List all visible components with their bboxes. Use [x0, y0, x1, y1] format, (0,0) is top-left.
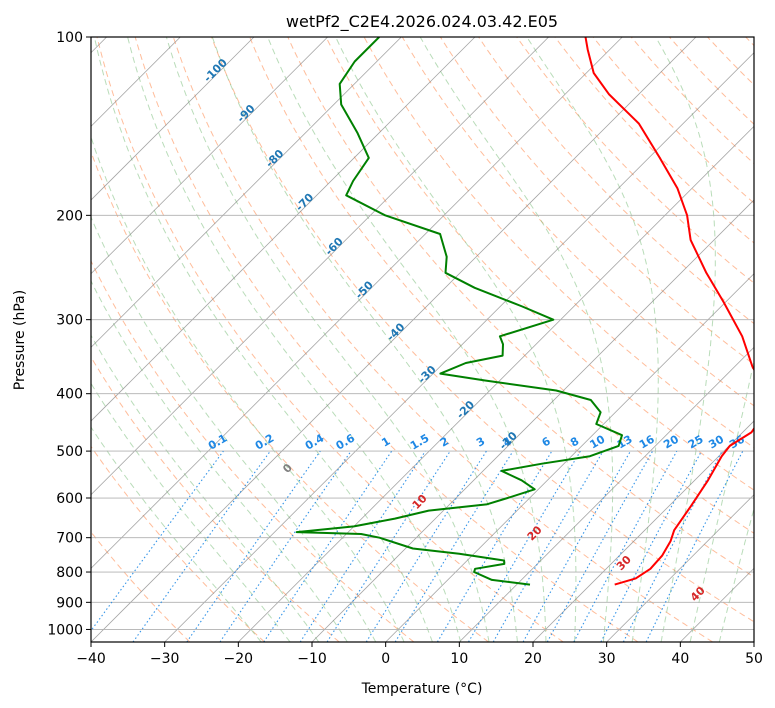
isotherm-line — [385, 273, 754, 642]
isotherm-line — [238, 125, 754, 642]
moist-adiabat — [655, 37, 716, 642]
moist-adiabat — [91, 135, 405, 642]
mixing-ratio-line — [91, 450, 224, 632]
dewpoint-profile — [295, 37, 623, 586]
y-tick-label: 1000 — [47, 622, 83, 638]
isotherm-line — [91, 37, 623, 569]
plot-frame — [90, 36, 755, 643]
mixing-ratio-line — [263, 450, 393, 642]
moist-adiabat — [718, 506, 754, 642]
moist-adiabat — [689, 358, 754, 642]
x-tick-label: 0 — [381, 651, 390, 667]
isotherm-line — [532, 420, 754, 642]
y-tick-label: 500 — [56, 444, 83, 460]
dry-adiabat — [287, 37, 754, 534]
y-tick-label: 900 — [56, 595, 83, 611]
isotherm-line — [311, 199, 754, 642]
isotherm-line — [459, 346, 754, 642]
y-tick-label: 400 — [56, 387, 83, 403]
dry-adiabat — [249, 37, 754, 578]
y-tick-label: 300 — [56, 313, 83, 329]
y-axis-label: Pressure (hPa) — [12, 290, 28, 390]
moist-adiabat — [91, 382, 291, 642]
moist-adiabat — [165, 37, 490, 642]
x-tick-label: −40 — [76, 651, 106, 667]
isotherm-line — [91, 37, 697, 642]
x-tick-label: 40 — [671, 651, 689, 667]
mixing-ratio-line — [573, 450, 678, 642]
dry-adiabat — [325, 37, 754, 491]
dry-adiabat — [91, 259, 415, 642]
y-tick-label: 700 — [56, 531, 83, 547]
isotherm-line — [164, 52, 754, 642]
y-tick-label: 600 — [56, 491, 83, 507]
mixing-ratio-line — [299, 450, 426, 642]
moist-adiabat — [419, 37, 614, 642]
moist-adiabat — [335, 37, 577, 642]
x-axis-label: Temperature (°C) — [361, 681, 483, 697]
profiles — [295, 37, 754, 586]
x-tick-label: −10 — [297, 651, 327, 667]
isotherm-line — [91, 37, 402, 348]
isotherm-line — [606, 494, 754, 642]
mixing-ratio-line — [546, 450, 654, 642]
dry-adiabat — [516, 37, 754, 284]
x-tick-label: −20 — [224, 651, 254, 667]
mixing-ratio-line — [645, 450, 744, 642]
mixing-ratio-line — [219, 450, 352, 642]
moist-adiabat — [211, 37, 518, 642]
moist-adiabat — [91, 334, 320, 642]
isotherm-line — [91, 37, 255, 201]
moist-adiabat — [91, 215, 377, 642]
mixing-ratio-line — [186, 450, 321, 642]
y-tick-label: 800 — [56, 565, 83, 581]
isotherm-line — [91, 37, 476, 422]
mixing-ratio-line — [394, 450, 514, 642]
x-tick-label: 50 — [745, 651, 763, 667]
background-lines — [91, 37, 754, 642]
moist-adiabat — [127, 37, 462, 642]
mixing-ratio-line — [522, 450, 631, 642]
dry-adiabat — [172, 37, 713, 642]
x-tick-label: 30 — [598, 651, 616, 667]
moist-adiabat — [526, 37, 659, 642]
dry-adiabat — [91, 445, 265, 642]
x-tick-label: 10 — [450, 651, 468, 667]
mixing-ratio-line — [326, 450, 451, 642]
y-tick-label: 200 — [56, 208, 83, 224]
mixing-ratio-line — [132, 450, 271, 642]
isotherm-line — [91, 37, 328, 275]
isotherm-line — [91, 37, 549, 496]
dry-adiabat — [91, 356, 340, 642]
chart-title: wetPf2_C2E4.2026.024.03.42.E05 — [286, 12, 558, 32]
dry-adiabat — [211, 37, 754, 623]
axes: −40 −30 −20 −10 0 10 20 30 40 50 100 200 300 400 500 60… — [47, 30, 763, 667]
temperature-profile — [584, 37, 754, 586]
x-tick-label: 20 — [524, 651, 542, 667]
moist-adiabat — [93, 37, 433, 642]
moist-adiabat — [91, 426, 262, 642]
moist-adiabat — [267, 37, 547, 642]
dry-adiabat — [96, 37, 564, 642]
x-tick-label: −30 — [150, 651, 180, 667]
y-tick-label: 100 — [56, 30, 83, 46]
